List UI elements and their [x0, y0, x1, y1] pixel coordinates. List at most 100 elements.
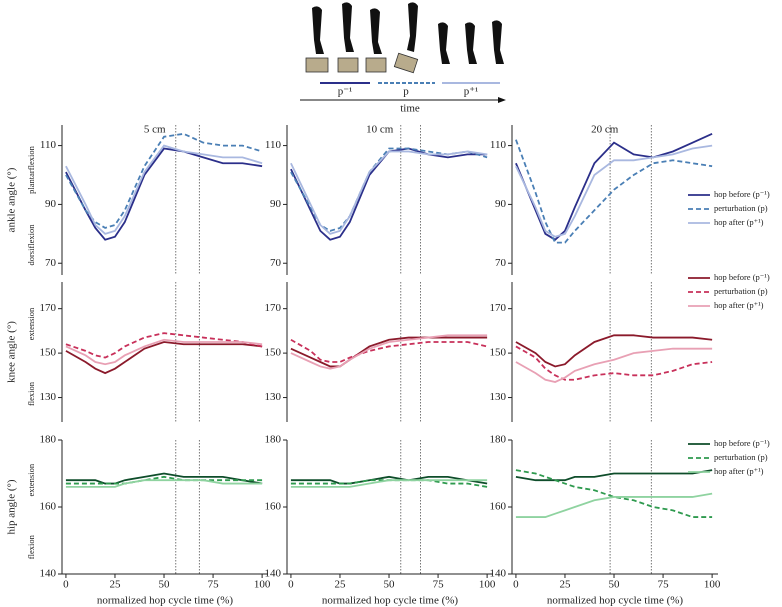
y-tick-label: 150 — [40, 347, 57, 359]
data-line — [65, 472, 263, 485]
panel: 130 150 170 knee angle (°) extension flexion — [6, 282, 263, 422]
y-tick-label: 130 — [40, 391, 57, 403]
y-axis-direction: extension — [26, 307, 36, 340]
y-tick-label: 110 — [265, 139, 282, 151]
y-tick-label: 90 — [495, 198, 507, 210]
data-line — [290, 479, 488, 488]
legend-label: hop before (p⁻¹) — [714, 272, 770, 282]
panel: 70 90 110 5 cm ankle angle (°) plantarflexion… — [6, 124, 263, 275]
x-tick-label: 25 — [559, 579, 571, 591]
y-tick-label: 140 — [265, 568, 282, 580]
data-line — [515, 469, 713, 518]
data-line — [65, 479, 263, 488]
y-axis-direction: dorsiflexion — [26, 224, 36, 266]
y-tick-label: 170 — [40, 302, 57, 314]
panel: 70 90 110 20 cm hop before (p⁻¹) perturbation… — [490, 124, 770, 275]
x-tick-label: 100 — [254, 579, 271, 591]
x-tick-label: 0 — [63, 579, 69, 591]
x-axis-label: normalized hop cycle time (%) — [97, 595, 234, 607]
panel-title: 5 cm — [144, 124, 166, 136]
legend-label: perturbation (p) — [714, 452, 768, 462]
x-tick-label: 0 — [513, 579, 519, 591]
panel-title: 20 cm — [591, 124, 619, 136]
y-axis-label: hip angle (°) — [6, 479, 18, 534]
data-line — [515, 139, 713, 244]
x-tick-label: 75 — [433, 579, 445, 591]
panel: 130 150 170 — [265, 282, 488, 422]
data-line — [290, 147, 488, 232]
y-axis-direction: flexion — [26, 381, 36, 406]
legend-label: perturbation (p) — [714, 286, 768, 296]
y-tick-label: 140 — [490, 568, 507, 580]
y-tick-label: 180 — [490, 434, 507, 446]
x-tick-label: 100 — [704, 579, 721, 591]
y-axis-direction: flexion — [26, 534, 36, 559]
data-line — [290, 475, 488, 485]
y-tick-label: 90 — [270, 198, 282, 210]
y-tick-label: 70 — [270, 257, 282, 269]
y-tick-label: 140 — [40, 568, 57, 580]
x-tick-label: 50 — [609, 579, 621, 591]
legend-label: hop before (p⁻¹) — [714, 189, 770, 199]
data-line — [515, 345, 713, 381]
data-line — [290, 479, 488, 488]
x-tick-label: 50 — [159, 579, 171, 591]
legend-label: hop after (p⁺¹) — [714, 217, 764, 227]
label: p⁻¹ — [338, 86, 353, 98]
data-line — [65, 147, 263, 241]
x-tick-label: 100 — [479, 579, 496, 591]
data-line — [290, 338, 488, 363]
label: p⁺¹ — [464, 86, 479, 98]
data-line — [515, 334, 713, 368]
legend-label: perturbation (p) — [714, 203, 768, 213]
data-line — [65, 144, 263, 235]
data-line — [515, 144, 713, 238]
y-tick-label: 160 — [40, 501, 57, 513]
data-line — [290, 334, 488, 370]
boxes — [305, 52, 419, 74]
panel: 70 90 110 10 cm — [265, 124, 488, 275]
x-tick-label: 25 — [109, 579, 121, 591]
x-tick-label: 75 — [658, 579, 670, 591]
y-axis-label: knee angle (°) — [6, 321, 18, 383]
legend-label: hop before (p⁻¹) — [714, 438, 770, 448]
data-line — [65, 332, 263, 359]
panel: 140 160 180 0 25 50 75 100 normalized hop cycle … — [490, 434, 770, 607]
y-tick-label: 170 — [265, 302, 282, 314]
data-line — [290, 147, 488, 241]
data-line — [515, 492, 713, 518]
x-axis-label: normalized hop cycle time (%) — [547, 595, 684, 607]
x-axis-label: normalized hop cycle time (%) — [322, 595, 459, 607]
y-tick-label: 130 — [490, 391, 507, 403]
label: p — [403, 86, 409, 98]
axis-label: time — [400, 103, 420, 115]
silhouettes — [312, 2, 504, 64]
arrow-head — [498, 97, 506, 103]
data-line — [65, 341, 263, 375]
y-axis-direction: plantarflexion — [26, 145, 36, 193]
x-tick-label: 0 — [288, 579, 294, 591]
y-tick-label: 150 — [490, 347, 507, 359]
y-tick-label: 160 — [490, 501, 507, 513]
data-line — [290, 150, 488, 235]
data-line — [515, 133, 713, 241]
schematic: p⁻¹ p p⁺¹ time — [300, 2, 506, 115]
panel: 130 150 170 hop before (p⁻¹) perturbation (p… — [490, 272, 770, 422]
y-axis-label: ankle angle (°) — [6, 167, 18, 232]
x-tick-label: 75 — [208, 579, 220, 591]
y-tick-label: 90 — [45, 198, 57, 210]
data-line — [290, 336, 488, 368]
y-tick-label: 70 — [45, 257, 57, 269]
data-line — [515, 469, 713, 482]
y-tick-label: 110 — [40, 139, 57, 151]
panel: 140 160 180 0 25 50 75 100 normalized hop cycle … — [265, 434, 496, 607]
y-tick-label: 110 — [490, 139, 507, 151]
y-axis-direction: extension — [26, 463, 36, 496]
panel: 140 160 180 0 25 50 75 100 normalized hop cycle … — [6, 434, 271, 607]
data-line — [65, 338, 263, 366]
y-tick-label: 180 — [40, 434, 57, 446]
y-tick-label: 170 — [490, 302, 507, 314]
x-tick-label: 25 — [334, 579, 346, 591]
x-tick-label: 50 — [384, 579, 396, 591]
